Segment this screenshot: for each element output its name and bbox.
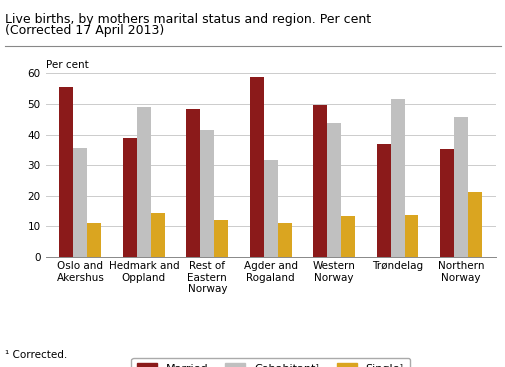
Bar	[277, 223, 291, 257]
Bar	[137, 107, 150, 257]
Bar	[376, 144, 390, 257]
Bar	[263, 160, 277, 257]
Bar	[453, 117, 467, 257]
Bar	[200, 130, 214, 257]
Bar	[390, 99, 403, 257]
Bar	[340, 216, 355, 257]
Bar	[467, 192, 481, 257]
Text: Live births, by mothers marital status and region. Per cent: Live births, by mothers marital status a…	[5, 13, 371, 26]
Bar	[403, 215, 418, 257]
Text: Per cent: Per cent	[45, 60, 88, 70]
Legend: Married, Cohabitant¹, Single¹: Married, Cohabitant¹, Single¹	[131, 358, 409, 367]
Bar	[313, 105, 327, 257]
Bar	[249, 77, 263, 257]
Bar	[123, 138, 137, 257]
Bar	[214, 220, 228, 257]
Text: ¹ Corrected.: ¹ Corrected.	[5, 350, 67, 360]
Bar	[327, 123, 340, 257]
Bar	[150, 212, 165, 257]
Bar	[186, 109, 200, 257]
Text: (Corrected 17 April 2013): (Corrected 17 April 2013)	[5, 24, 164, 37]
Bar	[73, 148, 87, 257]
Bar	[87, 223, 101, 257]
Bar	[60, 87, 73, 257]
Bar	[439, 149, 453, 257]
